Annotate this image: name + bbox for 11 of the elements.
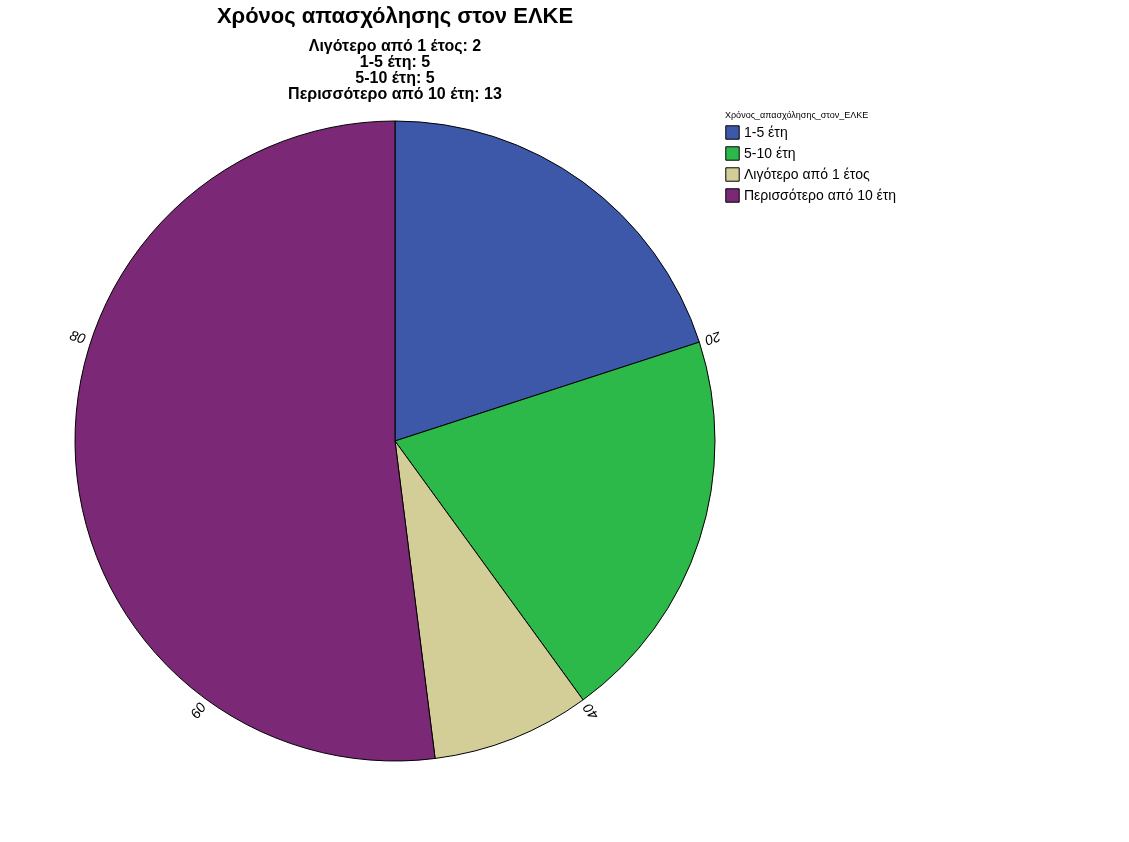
chart-title: Χρόνος απασχόλησης στον ΕΛΚΕ <box>216 3 574 28</box>
text: 40 <box>579 700 602 723</box>
legend-title: Χρόνος_απασχόλησης_στον_ΕΛΚΕ <box>725 110 869 120</box>
legend-label: Περισσότερο από 10 έτη <box>744 186 897 203</box>
chart-subtitle: Λιγότερο από 1 έτος: 2 1-5 έτη: 5 5-10 έτη: 5 Περισσότερο από 10 έτη: 13 <box>288 37 503 102</box>
text: 20 <box>702 328 724 349</box>
legend-label: 5-10 έτη <box>744 144 796 161</box>
legend-label: 1-5 έτη <box>744 123 788 140</box>
text: 80 <box>67 326 88 347</box>
text: 60 <box>186 699 210 722</box>
legend-label: Λιγότερο από 1 έτος <box>744 165 870 182</box>
